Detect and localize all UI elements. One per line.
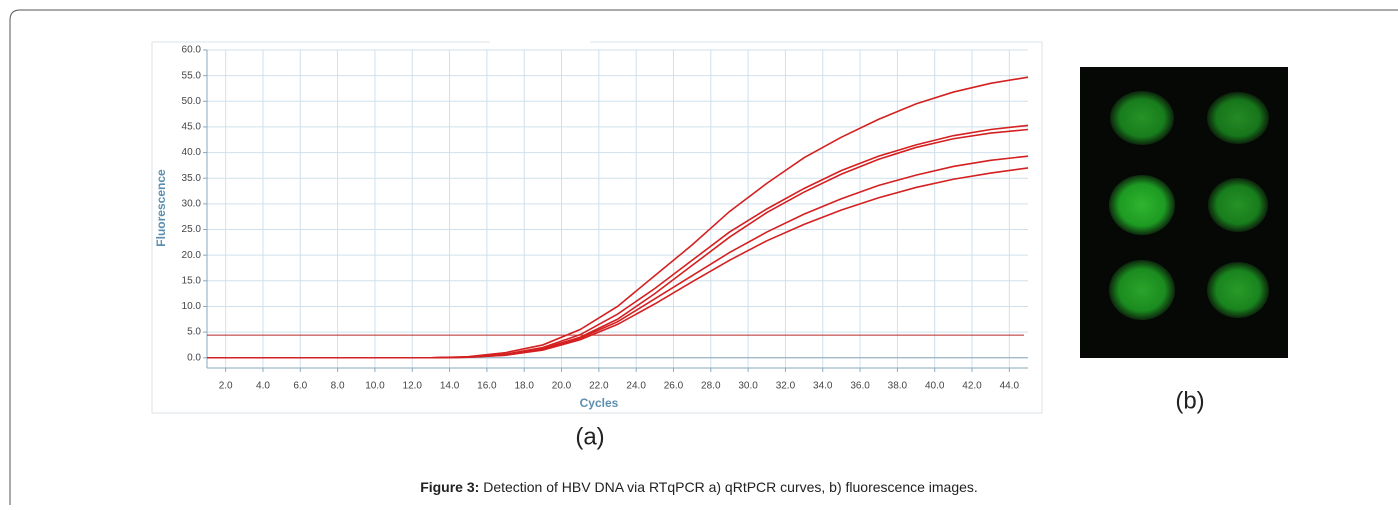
y-tick-label: 25.0 [182, 224, 202, 235]
x-tick-label: 34.0 [813, 381, 833, 392]
x-tick-label: 28.0 [701, 381, 721, 392]
x-tick-label: 22.0 [589, 381, 609, 392]
plot: 0.0 5.0 10.0 15.0 20.0 25.0 30.0 35.0 40.0 45.0 50… [182, 45, 1029, 392]
y-tick-label: 5.0 [187, 327, 201, 338]
x-tick-label: 30.0 [738, 381, 758, 392]
x-tick-label: 26.0 [664, 381, 684, 392]
y-tick-label: 15.0 [182, 275, 202, 286]
y-tick-label: 60.0 [182, 45, 202, 56]
x-tick-label: 8.0 [331, 381, 345, 392]
spot [1109, 260, 1175, 320]
y-tick-label: 30.0 [182, 199, 202, 210]
x-tick-label: 2.0 [219, 381, 233, 392]
spot [1208, 178, 1268, 232]
y-tick-label: 0.0 [187, 352, 201, 363]
y-tick-label: 55.0 [182, 70, 202, 81]
fluorescence-spots [1109, 91, 1269, 320]
spot [1109, 175, 1175, 235]
page-frame [9, 9, 1398, 505]
y-tick-label: 20.0 [182, 250, 202, 261]
x-tick-label: 44.0 [1000, 381, 1020, 392]
x-tick-label: 12.0 [403, 381, 423, 392]
x-tick-label: 6.0 [293, 381, 307, 392]
curve [207, 167, 1029, 359]
x-tick-label: 36.0 [850, 381, 870, 392]
x-tick-label: 4.0 [256, 381, 270, 392]
y-tick-label: 10.0 [182, 301, 202, 312]
x-axis-label: Cycles [580, 396, 619, 410]
y-tick-label: 35.0 [182, 173, 202, 184]
spot [1207, 262, 1269, 318]
y-axis-label: Fluorescence [154, 169, 168, 247]
caption: Figure 3: Detection of HBV DNA via RTqPC… [420, 479, 978, 495]
x-tick-label: 20.0 [552, 381, 572, 392]
x-tick-label: 42.0 [962, 381, 982, 392]
x-tick-label: 10.0 [365, 381, 385, 392]
spot [1110, 91, 1174, 145]
y-tick-label: 40.0 [182, 147, 202, 158]
x-tick-label: 14.0 [440, 381, 460, 392]
y-tick-label: 50.0 [182, 96, 202, 107]
x-tick-label: 38.0 [888, 381, 908, 392]
spot [1207, 92, 1269, 144]
caption-label: Figure 3: [420, 479, 479, 495]
y-tick-label: 45.0 [182, 122, 202, 133]
frame-gap [490, 38, 590, 46]
caption-text: Detection of HBV DNA via RTqPCR a) qRtPC… [479, 479, 977, 495]
x-tick-label: 40.0 [925, 381, 945, 392]
x-tick-label: 32.0 [776, 381, 796, 392]
x-tick-label: 24.0 [626, 381, 646, 392]
panel-label: (a) [575, 423, 604, 450]
x-tick-label: 18.0 [514, 381, 534, 392]
panel-label: (b) [1175, 387, 1204, 414]
x-tick-label: 16.0 [477, 381, 497, 392]
